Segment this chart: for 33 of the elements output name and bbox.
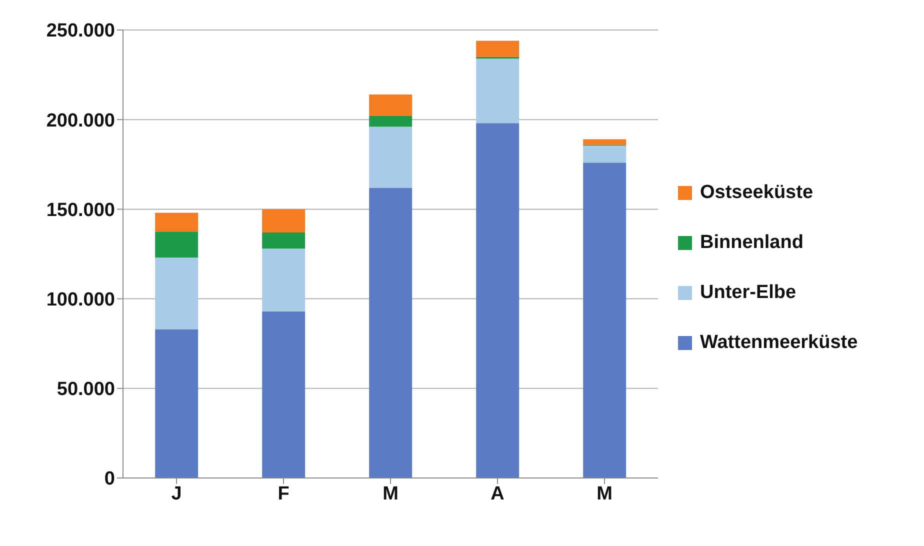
bar bbox=[155, 232, 198, 258]
bar bbox=[155, 212, 198, 232]
bar bbox=[155, 329, 198, 478]
bar bbox=[476, 123, 520, 478]
y-tick-label: 250.000 bbox=[46, 20, 115, 42]
bar bbox=[583, 162, 626, 478]
y-tick-label: 200.000 bbox=[46, 110, 115, 132]
legend-label: Unter-Elbe bbox=[700, 282, 796, 304]
bar bbox=[262, 209, 306, 232]
bar bbox=[262, 311, 306, 478]
x-tick-label: A bbox=[490, 483, 505, 504]
bar bbox=[583, 146, 626, 163]
bar bbox=[476, 58, 520, 124]
bar bbox=[369, 94, 412, 116]
legend-label: Wattenmeerküste bbox=[700, 332, 858, 354]
y-tick-label: 150.000 bbox=[46, 200, 115, 221]
x-tick-label: M bbox=[382, 483, 398, 504]
bar bbox=[262, 248, 306, 312]
bar bbox=[369, 126, 412, 188]
bar bbox=[155, 258, 198, 330]
bar bbox=[262, 232, 306, 249]
bar bbox=[476, 40, 520, 57]
legend-label: Binnenland bbox=[700, 232, 804, 254]
y-tick-label: 50.000 bbox=[56, 379, 115, 400]
x-tick-label: M bbox=[596, 483, 612, 504]
x-tick-label: F bbox=[278, 483, 290, 504]
y-tick-label: 0 bbox=[104, 468, 115, 490]
bar bbox=[369, 116, 412, 127]
bar bbox=[369, 188, 412, 478]
x-tick-label: J bbox=[171, 483, 182, 504]
y-tick-label: 100.000 bbox=[46, 290, 115, 311]
bar bbox=[583, 139, 626, 145]
legend-label: Ostseeküste bbox=[700, 182, 814, 204]
